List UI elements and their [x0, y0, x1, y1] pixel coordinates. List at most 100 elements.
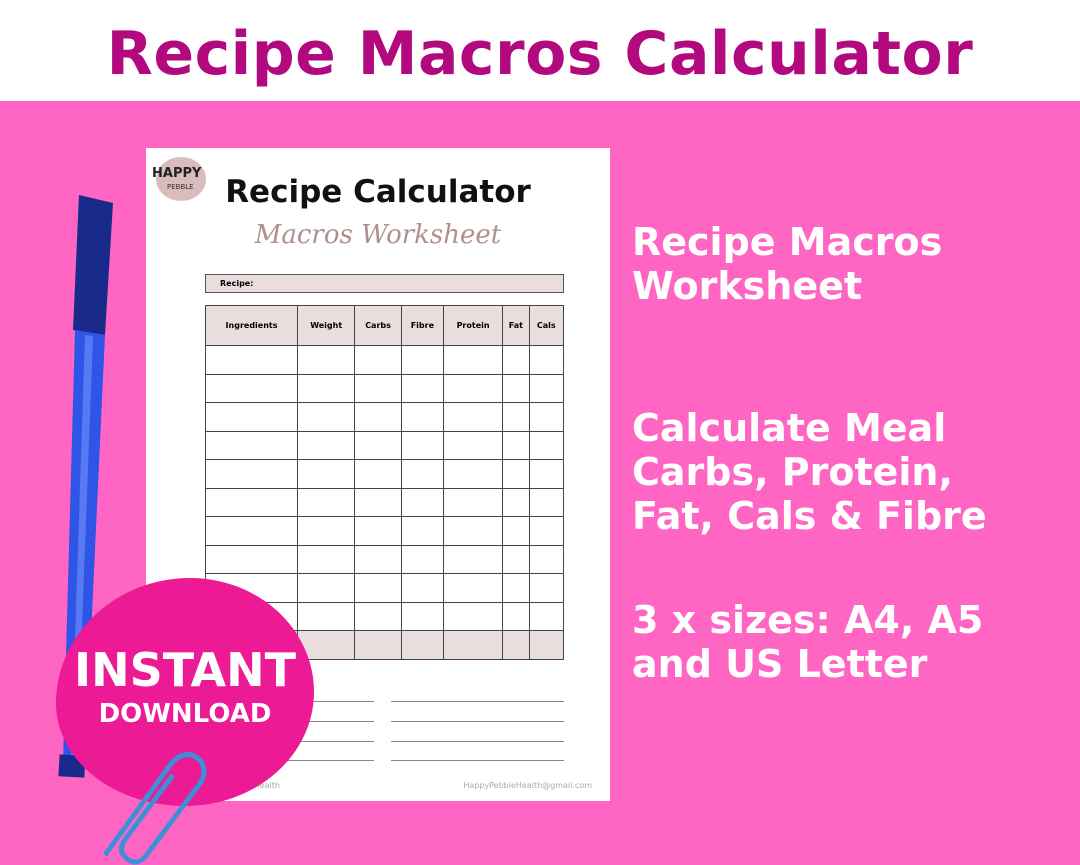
- table-cell: [204, 430, 299, 460]
- sheet-title: Recipe Calculator: [225, 174, 531, 210]
- table-row: [204, 430, 565, 460]
- table-cell: [204, 544, 299, 574]
- footer-email: HappyPebbleHealth@gmail.com: [463, 781, 592, 790]
- table-cell: [297, 630, 356, 660]
- table-cell: [528, 487, 565, 517]
- table-cell: [443, 630, 504, 660]
- table-cell: [443, 402, 504, 432]
- happy-pebble-logo: HAPPY PEBBLE: [152, 157, 206, 201]
- table-cell: [297, 373, 356, 403]
- table-cell: [204, 487, 299, 517]
- column-header: Cals: [528, 305, 565, 346]
- table-cell: [443, 459, 504, 489]
- table-cell: [502, 373, 530, 403]
- table-cell: [528, 630, 565, 660]
- table-cell: [354, 373, 402, 403]
- table-cell: [400, 601, 445, 631]
- table-cell: [204, 345, 299, 375]
- column-header: Carbs: [354, 305, 402, 346]
- column-header: Protein: [443, 305, 504, 346]
- banner-title: Recipe Macros Calculator: [106, 19, 974, 89]
- table-cell: [400, 630, 445, 660]
- table-cell: [502, 544, 530, 574]
- table-cell: [400, 373, 445, 403]
- table-cell: [354, 544, 402, 574]
- table-cell: [443, 487, 504, 517]
- table-cell: [354, 345, 402, 375]
- table-cell: [502, 630, 530, 660]
- macros-table: Ingredients Weight Carbs Fibre Protein Fat Cal…: [204, 305, 565, 660]
- feature-sizes: 3 x sizes: A4, A5 and US Letter: [632, 598, 984, 686]
- table-cell: [528, 459, 565, 489]
- sheet-subtitle: Macros Worksheet: [254, 220, 502, 250]
- table-cell: [297, 544, 356, 574]
- column-header: Fibre: [400, 305, 445, 346]
- table-cell: [354, 487, 402, 517]
- feature-calculate: Calculate Meal Carbs, Protein, Fat, Cals…: [632, 406, 987, 538]
- table-cell: [502, 516, 530, 546]
- table-cell: [354, 630, 402, 660]
- table-cell: [443, 601, 504, 631]
- table-cell: [528, 516, 565, 546]
- table-cell: [400, 345, 445, 375]
- table-cell: [400, 573, 445, 603]
- table-cell: [354, 459, 402, 489]
- table-row: [204, 373, 565, 403]
- table-cell: [297, 601, 356, 631]
- table-cell: [354, 430, 402, 460]
- table-cell: [297, 516, 356, 546]
- table-row: [204, 544, 565, 574]
- table-cell: [502, 487, 530, 517]
- table-cell: [502, 430, 530, 460]
- table-cell: [502, 573, 530, 603]
- feature-worksheet: Recipe Macros Worksheet: [632, 220, 943, 308]
- table-cell: [528, 544, 565, 574]
- column-header: Fat: [502, 305, 530, 346]
- table-cell: [297, 573, 356, 603]
- table-cell: [528, 345, 565, 375]
- table-cell: [297, 430, 356, 460]
- table-cell: [297, 459, 356, 489]
- paperclip-icon: [102, 752, 207, 865]
- recipe-field: Recipe:: [205, 274, 564, 293]
- table-cell: [204, 516, 299, 546]
- table-cell: [400, 459, 445, 489]
- table-cell: [528, 573, 565, 603]
- table-cell: [528, 373, 565, 403]
- table-cell: [443, 345, 504, 375]
- table-cell: [297, 402, 356, 432]
- table-row: [204, 345, 565, 375]
- table-cell: [528, 601, 565, 631]
- table-cell: [528, 430, 565, 460]
- table-cell: [502, 601, 530, 631]
- table-cell: [204, 459, 299, 489]
- table-cell: [528, 402, 565, 432]
- column-header: Weight: [297, 305, 356, 346]
- table-cell: [443, 373, 504, 403]
- table-row: [204, 487, 565, 517]
- table-cell: [443, 516, 504, 546]
- table-cell: [400, 516, 445, 546]
- table-cell: [354, 516, 402, 546]
- table-cell: [443, 430, 504, 460]
- column-header: Ingredients: [204, 305, 299, 346]
- table-cell: [354, 402, 402, 432]
- table-cell: [297, 345, 356, 375]
- table-cell: [502, 402, 530, 432]
- table-cell: [354, 601, 402, 631]
- table-cell: [204, 402, 299, 432]
- banner: Recipe Macros Calculator: [0, 0, 1080, 101]
- table-cell: [443, 573, 504, 603]
- table-cell: [354, 573, 402, 603]
- table-row: [204, 516, 565, 546]
- instant-download-badge: INSTANT DOWNLOAD: [56, 578, 314, 806]
- table-cell: [297, 487, 356, 517]
- table-cell: [204, 373, 299, 403]
- table-cell: [502, 459, 530, 489]
- table-cell: [400, 430, 445, 460]
- table-row: [204, 402, 565, 432]
- table-cell: [400, 402, 445, 432]
- table-cell: [502, 345, 530, 375]
- table-cell: [400, 544, 445, 574]
- table-row: [204, 459, 565, 489]
